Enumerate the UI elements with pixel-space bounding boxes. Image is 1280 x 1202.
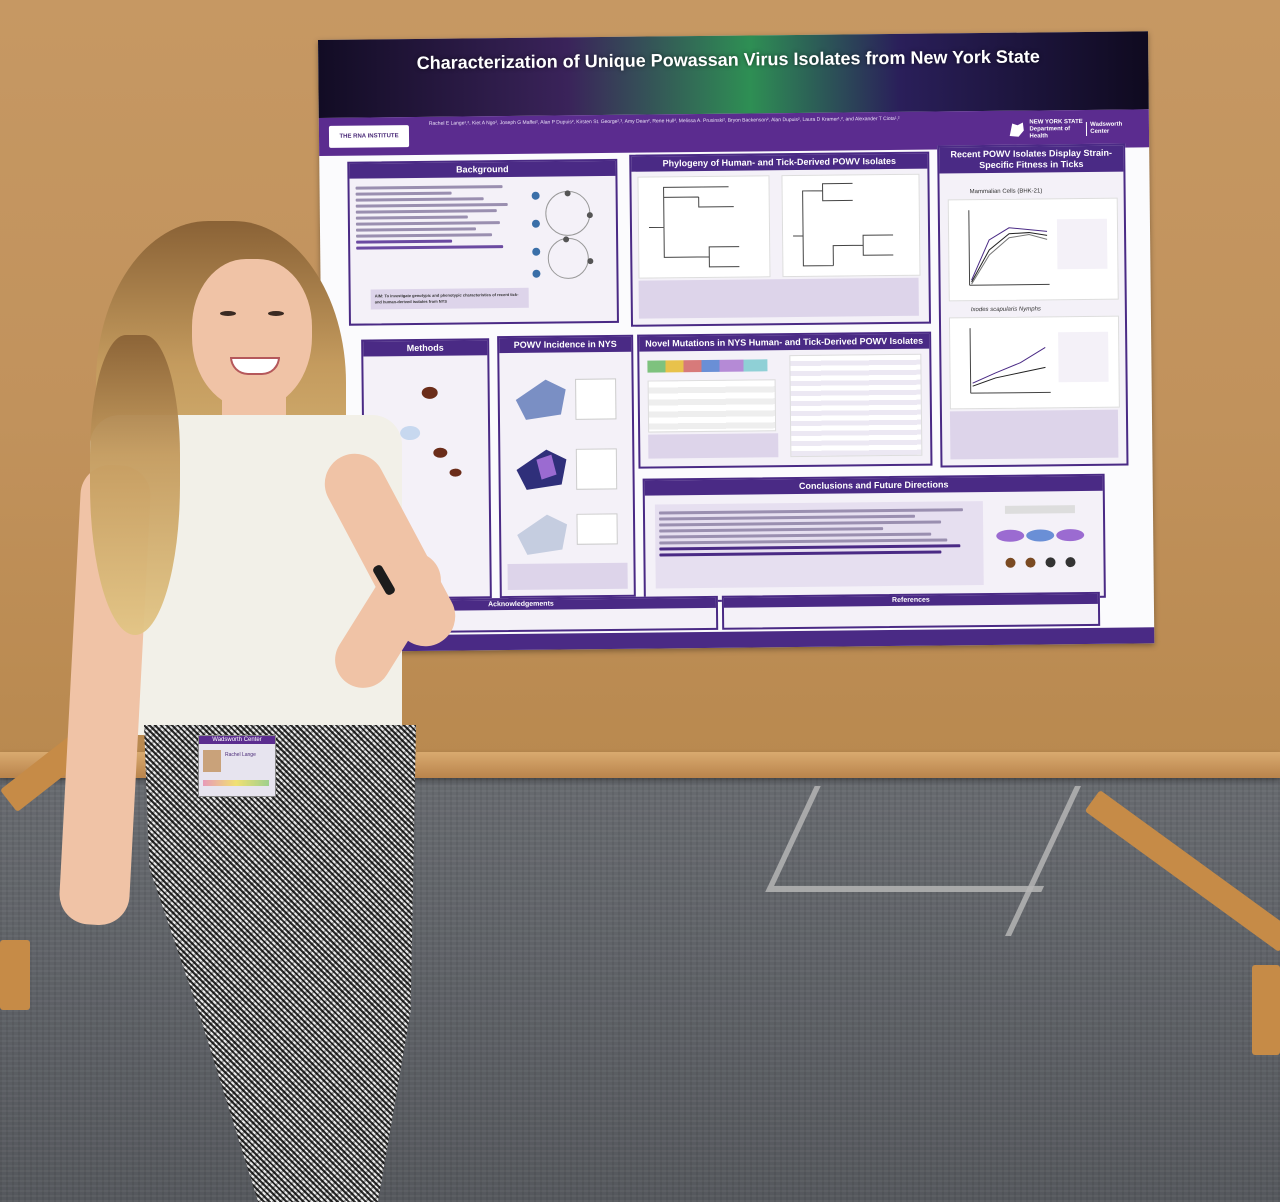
face [192, 259, 312, 409]
panel-background: Background AIM: To investigate genotypic… [347, 158, 619, 326]
fitness-plot-b-title: Ixodes scapularis Nymphs [970, 306, 1041, 314]
conclusions-bullets [654, 501, 984, 589]
panel-methods: Methods [361, 338, 492, 600]
dept-logo-line1: NEW YORK STATE [1029, 118, 1083, 126]
phylogeny-caption [638, 277, 919, 319]
poster-header: Characterization of Unique Powassan Viru… [318, 31, 1149, 118]
panel-phylogeny: Phylogeny of Human- and Tick-Derived POW… [629, 151, 932, 327]
badge-name: Rachel Lange [225, 752, 256, 758]
fitness-plot-a [947, 197, 1119, 302]
section-title-references: References [723, 593, 1098, 608]
nys-health-logo: NEW YORK STATE Department of Health Wadsw… [1007, 113, 1138, 144]
id-badge: Wadsworth Center Rachel Lange [198, 735, 276, 797]
research-poster: Characterization of Unique Powassan Viru… [318, 31, 1155, 652]
eye-left [220, 311, 236, 316]
phylogenetic-tree-icon [648, 186, 740, 268]
poster-title: Characterization of Unique Powassan Viru… [416, 46, 1040, 73]
phylogeny-tree-b [781, 173, 921, 278]
transmission-cycle-figure [526, 183, 611, 284]
panel-conclusions: Conclusions and Future Directions [642, 473, 1106, 603]
panel-references: References [721, 591, 1101, 630]
plaid-pants [144, 725, 416, 1202]
stand-foot-left [0, 940, 30, 1010]
panel-mutations: Novel Mutations in NYS Human- and Tick-D… [637, 331, 933, 469]
conclusions-figure [985, 500, 1096, 581]
phylogeny-tree-a [637, 175, 771, 279]
panel-incidence: POWV Incidence in NYS [497, 334, 636, 599]
badge-stripe [203, 780, 269, 786]
methods-illustration [369, 362, 480, 493]
person: Wadsworth Center Rachel Lange [58, 215, 540, 1202]
poster-authors: Rachel E Lange¹,², Kiet A Ngo², Joseph G… [428, 115, 900, 127]
rna-institute-logo: THE RNA INSTITUTE [328, 125, 410, 148]
poster-author-bar: THE RNA INSTITUTE Rachel E Lange¹,², Kie… [318, 109, 1150, 156]
section-title-conclusions: Conclusions and Future Directions [644, 475, 1103, 496]
growth-curve-plot-b [969, 328, 1109, 394]
mutation-table-a [647, 379, 777, 433]
hair-front [90, 335, 180, 635]
fitness-plot-b [948, 315, 1120, 410]
panel-fitness: Recent POWV Isolates Display Strain-Spec… [937, 143, 1129, 468]
section-title-mutations: Novel Mutations in NYS Human- and Tick-D… [639, 333, 930, 352]
stand-foot-right [1252, 965, 1280, 1055]
eye-right [268, 311, 284, 316]
fitness-caption [949, 409, 1119, 460]
badge-org: Wadsworth Center [199, 736, 275, 744]
genome-diagram [647, 359, 768, 373]
new-york-state-icon [1009, 122, 1024, 137]
mutation-table-b [789, 353, 923, 458]
nys-map-icon [515, 378, 618, 555]
dept-logo-line2: Department of Health [1029, 125, 1071, 140]
section-title-background: Background [349, 160, 616, 179]
section-title-phylogeny: Phylogeny of Human- and Tick-Derived POW… [631, 153, 928, 172]
badge-photo [203, 750, 221, 772]
phylogenetic-tree-b-icon [793, 182, 894, 267]
dept-logo-line3: Wadsworth Center [1086, 121, 1138, 136]
chimeric-virus-diagram-icon [996, 505, 1085, 568]
incidence-maps [505, 359, 627, 560]
mutations-caption [648, 433, 779, 459]
growth-curve-plot-a [968, 210, 1108, 286]
fitness-plot-a-title: Mammalian Cells (BHK-21) [969, 188, 1043, 196]
section-title-fitness: Recent POWV Isolates Display Strain-Spec… [939, 145, 1124, 174]
tick-host-cycle-icon [531, 190, 594, 279]
tick-sampling-icon [400, 386, 462, 477]
